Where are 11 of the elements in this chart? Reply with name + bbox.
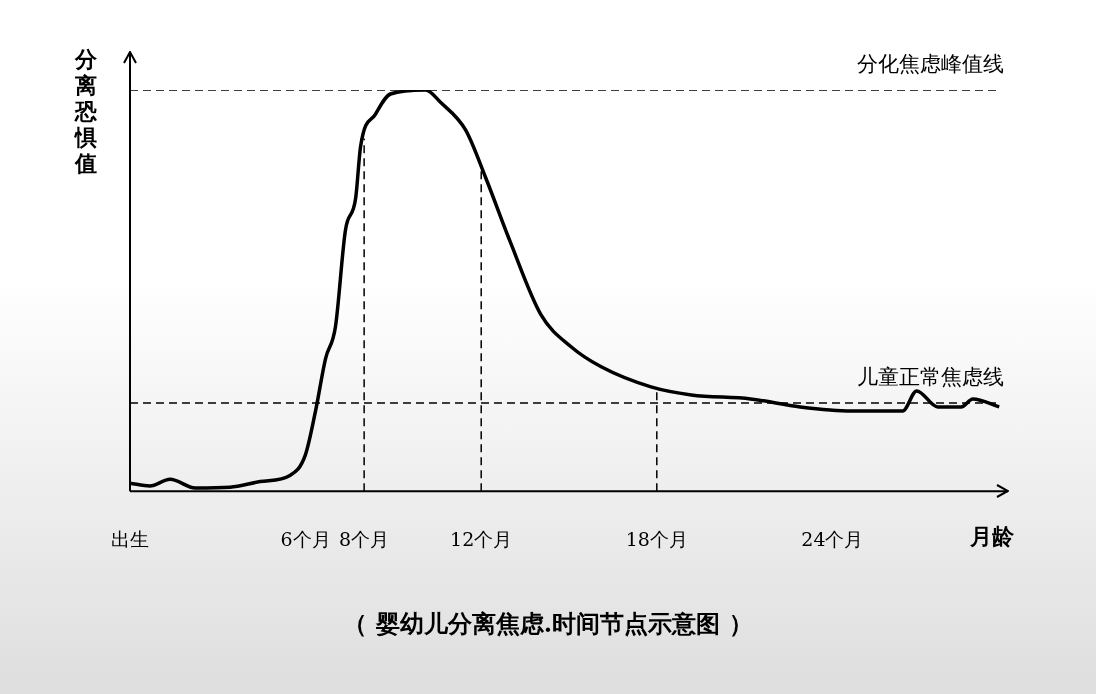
x-tick-label: 8个月: [339, 527, 390, 550]
x-tick-label: 24个月: [801, 527, 864, 550]
x-axis-title: 月龄: [969, 522, 1015, 549]
x-tick-label: 18个月: [625, 527, 688, 550]
x-tick-label: 6个月: [280, 527, 331, 550]
series-label: 儿童正常焦虑线: [857, 364, 1005, 389]
x-tick-label: 出生: [111, 527, 149, 550]
series-label: 分化焦虑峰值线: [857, 51, 1005, 76]
x-tick-label: 12个月: [450, 527, 513, 550]
text: （ 婴幼儿分离焦虑.时间节点示意图 ）: [342, 608, 754, 640]
y-axis-title: 分离恐惧值: [73, 45, 98, 176]
